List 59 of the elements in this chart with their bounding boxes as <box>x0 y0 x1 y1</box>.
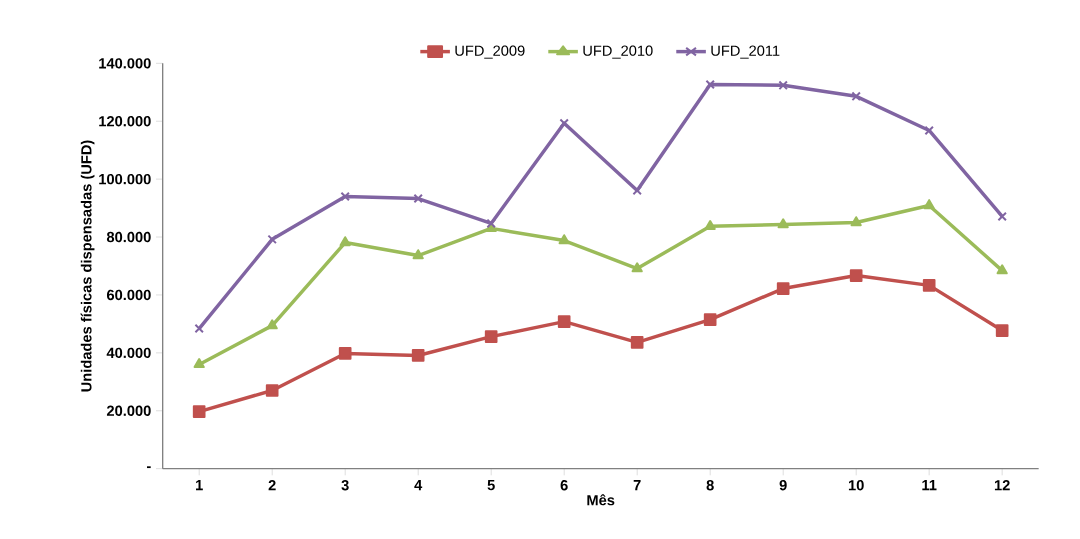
point <box>703 313 717 327</box>
point <box>776 282 790 296</box>
point <box>339 236 351 247</box>
legend-label: UFD_2010 <box>583 45 653 59</box>
y-tick-label: 20.000 <box>106 405 151 417</box>
point <box>996 264 1008 275</box>
x-tick-label: 8 <box>706 480 714 491</box>
point <box>630 336 644 349</box>
point <box>924 125 934 136</box>
point <box>850 216 862 227</box>
x-tick-label: 11 <box>922 480 937 491</box>
point <box>412 249 424 260</box>
point <box>193 358 205 369</box>
x-tick-label: 6 <box>560 480 568 491</box>
point <box>923 199 935 210</box>
point <box>486 218 496 229</box>
point <box>559 118 569 129</box>
x-tick-label: 3 <box>341 480 349 491</box>
y-tick-label: 80.000 <box>106 232 151 243</box>
y-tick-label: 100.000 <box>99 174 151 185</box>
point <box>267 234 277 245</box>
x-tick-label: 2 <box>268 480 276 491</box>
point <box>851 91 861 102</box>
point <box>778 80 788 91</box>
legend-label: UFD_2011 <box>711 45 780 59</box>
point <box>557 315 571 329</box>
point <box>484 330 498 344</box>
point <box>266 319 278 330</box>
y-tick-label: - <box>146 466 151 469</box>
x-tick-label: 9 <box>779 480 787 491</box>
x-tick-label: 5 <box>487 480 495 491</box>
x-tick-label: 10 <box>848 480 864 491</box>
point <box>922 279 936 292</box>
point <box>413 193 423 204</box>
y-axis-title: Unidades físicas dispensadas (UFD) <box>80 140 95 392</box>
y-tick-label: 60.000 <box>106 289 151 301</box>
y-tick-label: 140.000 <box>99 58 151 69</box>
point <box>265 384 279 397</box>
y-tick-label: 120.000 <box>99 116 151 127</box>
point <box>704 220 716 231</box>
x-axis-title: Mês <box>587 494 615 506</box>
x-tick-label: 12 <box>994 480 1010 491</box>
point <box>777 218 789 229</box>
point <box>558 234 570 245</box>
point <box>411 349 425 362</box>
point <box>340 191 350 202</box>
point <box>997 211 1007 222</box>
y-tick-label: 40.000 <box>106 347 151 359</box>
point <box>192 405 206 419</box>
x-tick-label: 1 <box>196 480 203 491</box>
point <box>995 324 1009 338</box>
point <box>631 262 643 273</box>
point <box>338 347 352 360</box>
legend-label: UFD_2009 <box>455 45 525 59</box>
point <box>849 269 863 283</box>
x-tick-label: 7 <box>633 480 641 491</box>
point <box>194 323 204 334</box>
point <box>705 79 715 90</box>
x-tick-label: 4 <box>414 480 423 491</box>
